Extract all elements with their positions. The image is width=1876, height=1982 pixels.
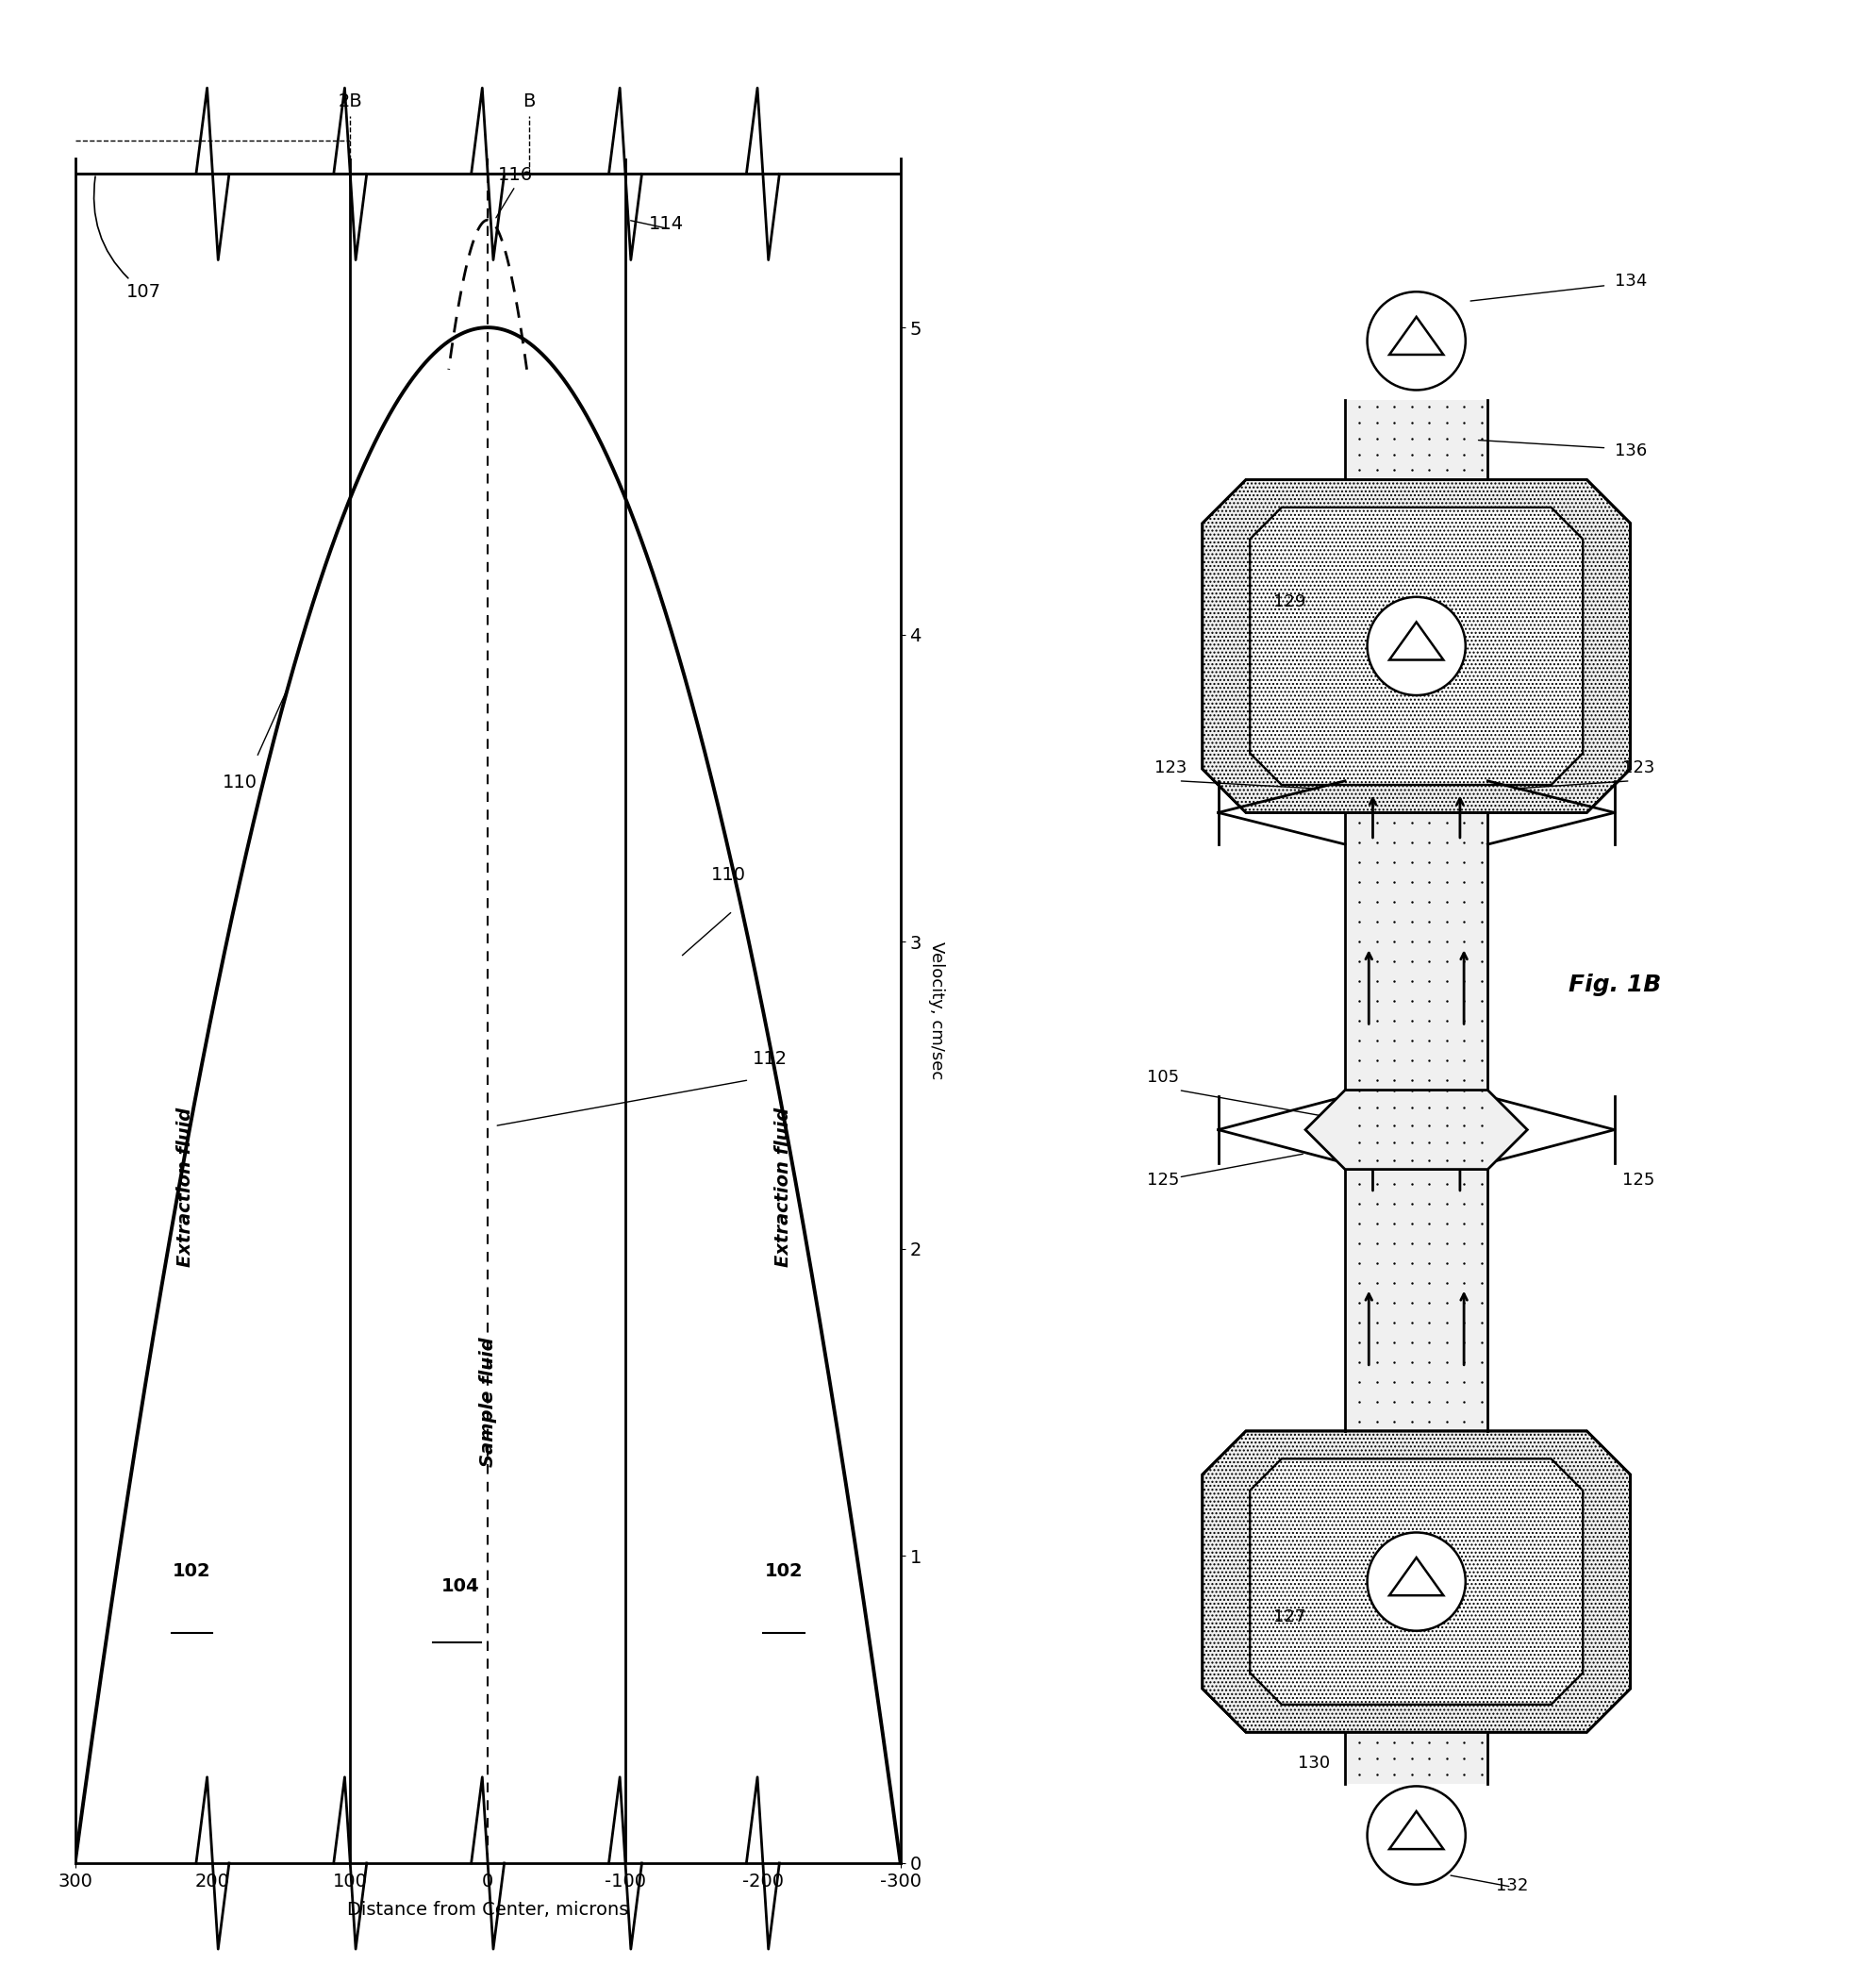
Circle shape <box>1368 291 1465 390</box>
Text: 110: 110 <box>223 775 257 793</box>
Text: 130: 130 <box>1298 1754 1330 1772</box>
X-axis label: Distance from Center, microns: Distance from Center, microns <box>347 1901 628 1919</box>
Bar <box>1345 400 1488 480</box>
Bar <box>1345 1732 1488 1784</box>
Circle shape <box>1368 597 1465 696</box>
Polygon shape <box>1249 507 1583 785</box>
Text: 102: 102 <box>764 1562 803 1580</box>
Polygon shape <box>1203 480 1630 813</box>
Text: 127: 127 <box>1274 1607 1306 1625</box>
Y-axis label: Velocity, cm/sec: Velocity, cm/sec <box>929 941 946 1080</box>
Circle shape <box>1368 1786 1465 1885</box>
Text: B: B <box>523 93 535 111</box>
Text: 114: 114 <box>649 216 685 234</box>
Text: 134: 134 <box>1615 272 1647 289</box>
Text: 136: 136 <box>1615 442 1647 460</box>
Text: 107: 107 <box>94 176 161 301</box>
Text: 125: 125 <box>1146 1171 1180 1189</box>
Text: 129: 129 <box>1274 593 1306 610</box>
Text: 132: 132 <box>1495 1877 1529 1895</box>
Text: 2B: 2B <box>338 93 362 111</box>
Text: 116: 116 <box>497 166 533 184</box>
Text: 125: 125 <box>1623 1171 1655 1189</box>
Text: Fig. 1B: Fig. 1B <box>1568 973 1660 995</box>
Polygon shape <box>1249 1459 1583 1705</box>
Polygon shape <box>1203 1431 1630 1732</box>
Text: 123: 123 <box>1156 759 1188 777</box>
Text: Sample fluid: Sample fluid <box>478 1338 497 1467</box>
Polygon shape <box>1306 1090 1527 1169</box>
Text: 105: 105 <box>1146 1068 1178 1086</box>
Text: 102: 102 <box>173 1562 212 1580</box>
Text: 112: 112 <box>752 1050 788 1068</box>
Text: Extraction fluid: Extraction fluid <box>176 1108 193 1266</box>
Text: 123: 123 <box>1623 759 1655 777</box>
Bar <box>1345 1169 1488 1431</box>
Text: 110: 110 <box>711 866 747 884</box>
Bar <box>1345 813 1488 1090</box>
Text: 104: 104 <box>441 1578 480 1596</box>
Circle shape <box>1368 1532 1465 1631</box>
Text: Extraction fluid: Extraction fluid <box>775 1108 792 1266</box>
